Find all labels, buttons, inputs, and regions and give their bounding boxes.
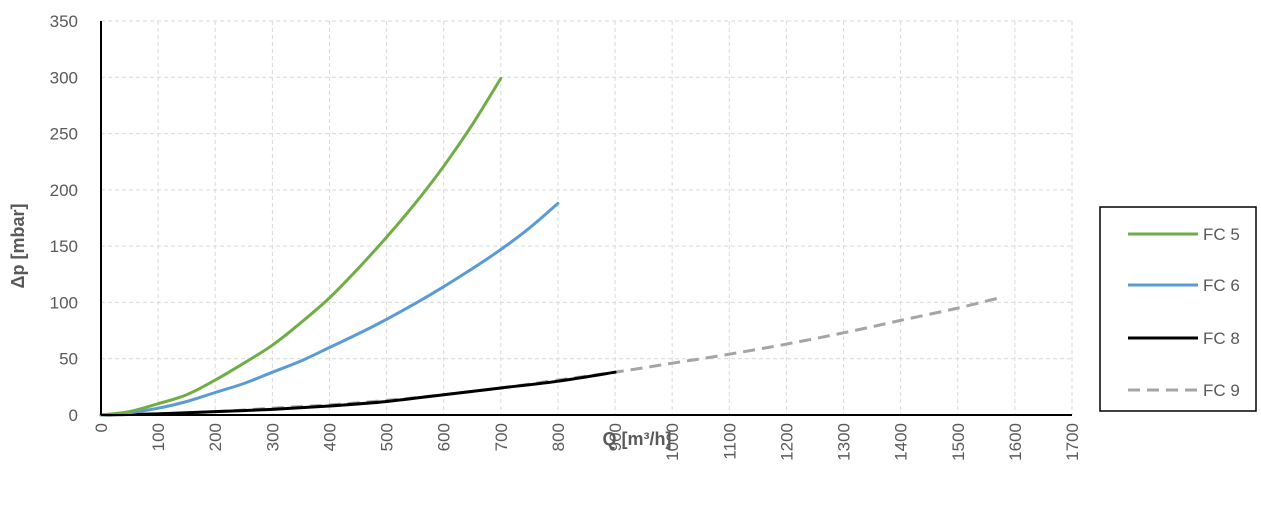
y-tick-label: 50 <box>59 350 78 369</box>
legend-label: FC 5 <box>1203 225 1240 244</box>
x-tick-label: 700 <box>492 423 511 451</box>
x-tick-label: 500 <box>378 423 397 451</box>
y-tick-labels: 0 50 100 150 200 250 300 350 <box>50 12 78 425</box>
legend: FC 5 FC 6 FC 8 FC 9 <box>1099 206 1257 412</box>
x-tick-label: 1700 <box>1063 423 1082 461</box>
y-tick-label: 200 <box>50 181 78 200</box>
x-tick-label: 600 <box>435 423 454 451</box>
x-tick-label: 0 <box>92 423 111 432</box>
legend-label: FC 9 <box>1203 381 1240 400</box>
legend-box <box>1099 206 1257 412</box>
x-tick-label: 1400 <box>892 423 911 461</box>
series-line-fc-6 <box>99 201 560 417</box>
x-tick-label: 1200 <box>777 423 796 461</box>
y-tick-label: 250 <box>50 125 78 144</box>
series-layer <box>99 76 1004 417</box>
x-tick-label: 900 <box>606 423 625 451</box>
y-tick-label: 300 <box>50 68 78 87</box>
legend-label: FC 8 <box>1203 329 1240 348</box>
x-tick-labels: 0 100 200 300 400 500 600 700 800 900 1000 1100 1200… <box>92 423 1082 461</box>
legend-items: FC 5 FC 6 FC 8 FC 9 <box>1128 225 1240 400</box>
series-line-fc-9 <box>100 295 1004 417</box>
series-line-fc-5 <box>99 76 503 417</box>
x-tick-label: 1100 <box>720 423 739 460</box>
series-line-fc-8 <box>99 370 617 417</box>
x-tick-label: 1300 <box>835 423 854 461</box>
x-tick-label: 100 <box>149 423 168 451</box>
y-tick-label: 150 <box>50 237 78 256</box>
x-tick-label: 800 <box>549 423 568 451</box>
y-tick-label: 100 <box>50 293 78 312</box>
y-axis-title: Δp [mbar] <box>8 204 28 289</box>
legend-label: FC 6 <box>1203 276 1240 295</box>
x-tick-label: 1500 <box>949 423 968 461</box>
x-tick-label: 300 <box>263 423 282 451</box>
y-tick-label: 350 <box>50 12 78 31</box>
x-tick-label: 1000 <box>663 423 682 461</box>
x-tick-label: 200 <box>206 423 225 451</box>
x-axis-title: Q [m³/h] <box>603 429 672 449</box>
x-tick-label: 400 <box>320 423 339 451</box>
y-tick-label: 0 <box>69 406 78 425</box>
grid <box>101 20 1073 415</box>
x-tick-label: 1600 <box>1006 423 1025 461</box>
axes <box>100 21 1072 416</box>
